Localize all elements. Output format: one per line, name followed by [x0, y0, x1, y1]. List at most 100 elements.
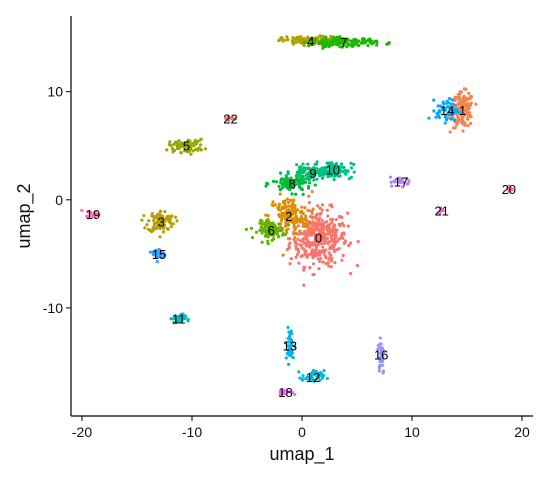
data-point — [279, 179, 283, 183]
cluster-12-points — [297, 368, 330, 383]
data-point — [167, 142, 172, 146]
data-point — [466, 102, 470, 106]
data-point — [198, 143, 203, 147]
data-point — [364, 39, 368, 44]
data-point — [325, 208, 329, 212]
data-point — [308, 374, 312, 378]
data-point — [313, 183, 317, 187]
cluster-label-13: 13 — [283, 339, 297, 354]
data-point — [284, 204, 288, 209]
data-point — [287, 340, 291, 344]
data-point — [315, 160, 319, 164]
data-point — [322, 368, 326, 373]
data-point — [457, 117, 461, 121]
data-point — [326, 214, 330, 218]
data-point — [321, 171, 325, 175]
data-point — [301, 221, 305, 225]
data-point — [457, 95, 461, 99]
data-point — [448, 130, 452, 134]
data-point — [301, 211, 305, 216]
data-point — [402, 181, 406, 185]
data-point — [254, 230, 259, 234]
data-point — [331, 165, 335, 169]
cluster-label-10: 10 — [326, 163, 340, 178]
data-point — [284, 223, 288, 228]
data-point — [405, 177, 409, 181]
data-point — [376, 344, 380, 348]
data-point — [453, 126, 457, 130]
data-point — [167, 220, 172, 224]
data-point — [331, 42, 335, 47]
data-point — [296, 224, 301, 228]
data-point — [453, 95, 457, 99]
data-point — [453, 105, 457, 110]
cluster-18-points — [278, 388, 297, 397]
data-point — [349, 166, 354, 170]
data-point — [301, 377, 305, 381]
data-point — [330, 256, 334, 260]
data-point — [142, 213, 146, 218]
data-point — [360, 38, 365, 42]
data-point — [313, 37, 317, 42]
data-point — [229, 116, 233, 121]
data-point — [321, 260, 325, 264]
data-point — [308, 220, 312, 224]
data-point — [311, 248, 315, 252]
data-point — [328, 247, 332, 251]
data-point — [199, 148, 203, 152]
y-axis-title: umap_2 — [14, 183, 35, 248]
data-point — [303, 206, 307, 210]
data-point — [443, 113, 447, 117]
data-point — [302, 40, 306, 45]
data-point — [309, 40, 313, 44]
data-point — [329, 39, 333, 43]
data-point — [324, 262, 328, 266]
data-point — [340, 221, 344, 225]
data-point — [407, 179, 411, 183]
data-point — [325, 165, 329, 169]
data-point — [331, 224, 336, 228]
data-point — [374, 39, 379, 43]
cluster-2-points — [264, 192, 322, 257]
data-point — [313, 162, 317, 167]
data-point — [305, 223, 310, 227]
data-point — [346, 224, 350, 228]
data-point — [347, 42, 351, 46]
data-point — [329, 34, 333, 39]
data-point — [323, 45, 328, 49]
data-point — [284, 228, 288, 233]
data-point — [277, 213, 281, 217]
data-point — [287, 362, 291, 367]
data-point — [466, 124, 470, 128]
data-point — [446, 112, 450, 116]
cluster-16-points — [376, 336, 386, 375]
data-point — [334, 217, 338, 222]
data-point — [260, 240, 264, 244]
data-point — [444, 118, 449, 122]
data-point — [284, 174, 288, 178]
data-point — [324, 35, 328, 39]
data-point — [315, 376, 320, 380]
data-point — [298, 376, 302, 380]
data-point — [376, 347, 380, 351]
data-point — [281, 214, 285, 218]
data-point — [175, 219, 179, 223]
data-point — [294, 232, 298, 236]
data-point — [272, 223, 277, 227]
data-point — [290, 38, 294, 43]
cluster-label-19: 19 — [86, 207, 100, 222]
data-point — [343, 240, 347, 244]
data-point — [326, 242, 330, 246]
data-point — [290, 390, 295, 395]
data-point — [296, 171, 300, 176]
data-point — [302, 167, 306, 171]
data-point — [313, 248, 318, 252]
data-point — [307, 194, 311, 198]
data-point — [88, 210, 92, 214]
data-point — [340, 45, 344, 49]
data-point — [288, 262, 292, 266]
data-point — [309, 233, 314, 237]
data-point — [173, 314, 177, 318]
data-point — [278, 192, 282, 196]
